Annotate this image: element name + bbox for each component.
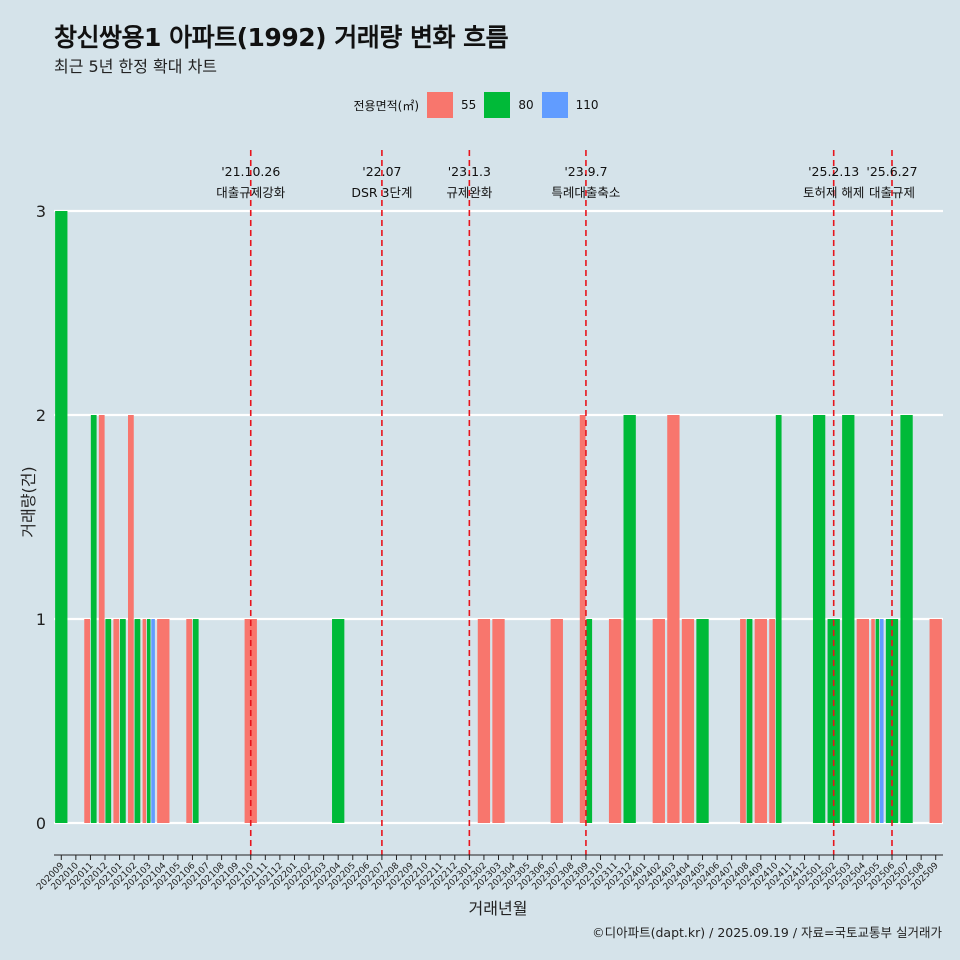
legend-swatch-55 — [427, 92, 454, 118]
bar-202509-55 — [929, 619, 942, 823]
y-tick-label: 2 — [36, 406, 46, 425]
bar-202106-55 — [186, 619, 193, 823]
bar-202103-80 — [146, 619, 151, 823]
event-markers: '21.10.26 대출규제강화 '22.07 DSR 3단계 '23.1.3 규제완화 '… — [216, 150, 918, 855]
legend-item-110: 110 — [541, 92, 599, 118]
bar-202102-55 — [127, 415, 134, 823]
event-date: '25.2.13 — [808, 164, 859, 179]
event-label: 특례대출축소 — [551, 185, 620, 200]
bar-202009-80 — [55, 211, 68, 823]
event-date: '22.07 — [362, 164, 401, 179]
event-date: '23.9.7 — [564, 164, 607, 179]
legend-swatch-110 — [541, 92, 568, 118]
bar-202309-80 — [586, 619, 593, 823]
event-label: 토허제 해제 — [803, 185, 864, 200]
bar-202408-80 — [746, 619, 753, 823]
bar-202505-80 — [875, 619, 880, 823]
bar-202302-55 — [477, 619, 491, 823]
bar-202011-55 — [84, 619, 91, 823]
y-tick-label: 1 — [36, 610, 46, 629]
y-tick-label: 3 — [36, 202, 46, 221]
bar-202312-80 — [623, 415, 636, 823]
bar-202409-55 — [754, 619, 767, 823]
bar-202403-55 — [667, 415, 680, 823]
legend-label-80: 80 — [518, 98, 534, 112]
event-label: DSR 3단계 — [351, 185, 412, 200]
bar-202012-80 — [105, 619, 112, 823]
bar-202309-55 — [579, 415, 586, 823]
bar-202103-55 — [142, 619, 147, 823]
bar-202408-55 — [740, 619, 746, 823]
bar-202307-55 — [550, 619, 563, 823]
bar-202404-55 — [681, 619, 695, 823]
event-label: 대출규제강화 — [216, 185, 286, 200]
bar-202311-55 — [608, 619, 622, 823]
bar-202504-55 — [856, 619, 870, 823]
y-tick-label: 0 — [36, 814, 46, 833]
event-label: 규제완화 — [446, 185, 493, 200]
bar-202101-80 — [119, 619, 126, 823]
bar-202101-55 — [113, 619, 120, 823]
bar-202405-80 — [696, 619, 709, 823]
bar-202507-80 — [900, 415, 913, 823]
bars — [55, 211, 942, 823]
x-axis-label: 거래년월 — [469, 899, 528, 918]
bar-202410-55 — [769, 619, 776, 823]
caption: ©디아파트(dapt.kr) / 2025.09.19 / 자료=국토교통부 실… — [592, 925, 942, 940]
bar-202505-55 — [871, 619, 875, 823]
bar-202012-55 — [98, 415, 105, 823]
bar-202503-80 — [842, 415, 855, 823]
legend-label-55: 55 — [461, 98, 477, 112]
bar-202106-80 — [192, 619, 199, 823]
bar-202410-80 — [775, 415, 782, 823]
chart-title: 창신쌍용1 아파트(1992) 거래량 변화 흐름 — [54, 23, 509, 52]
event-date: '21.10.26 — [221, 164, 280, 179]
y-axis-label: 거래량(건) — [19, 466, 38, 537]
bar-202103-110 — [151, 619, 155, 823]
chart-subtitle: 최근 5년 한정 확대 차트 — [54, 57, 218, 76]
bar-202104-55 — [157, 619, 170, 823]
bar-202011-80 — [90, 415, 97, 823]
bar-202402-55 — [652, 619, 665, 823]
legend: 전용면적(㎡) 55 80 110 — [0, 92, 960, 118]
bar-202204-80 — [332, 619, 345, 823]
bar-202501-80 — [812, 415, 826, 823]
y-axis: 0 1 2 3 — [36, 202, 46, 833]
event-label: 대출규제 — [869, 185, 915, 200]
legend-title: 전용면적(㎡) — [353, 98, 420, 113]
bar-202505-110 — [880, 619, 884, 823]
legend-swatch-80 — [484, 92, 511, 118]
legend-item-55: 55 — [427, 92, 476, 118]
event-date: '23.1.3 — [448, 164, 491, 179]
event-date: '25.6.27 — [866, 164, 917, 179]
legend-label-110: 110 — [575, 98, 599, 112]
bar-202303-55 — [492, 619, 505, 823]
x-axis: 2020092020102020112020122021012021022021… — [35, 854, 943, 892]
bar-202102-80 — [134, 619, 141, 823]
legend-item-80: 80 — [484, 92, 534, 118]
